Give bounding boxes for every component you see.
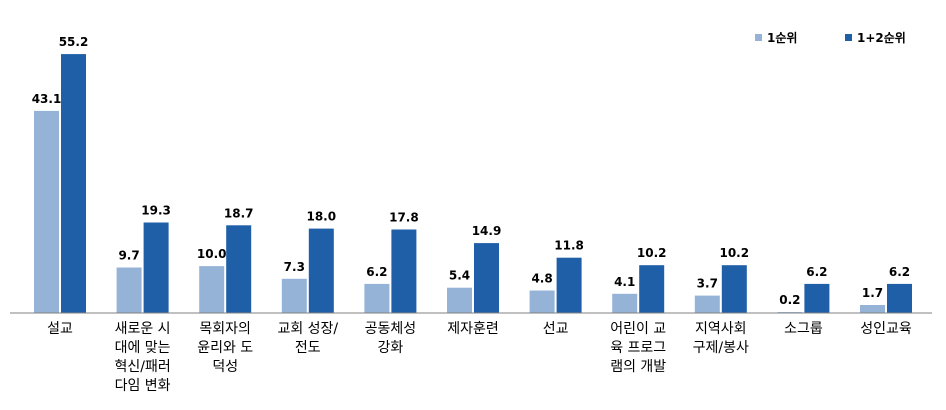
value-label-series-1-cat-4: 7.3: [284, 260, 305, 274]
bar-series-2-cat-5: [391, 229, 417, 313]
category-labels-layer: 설교 새로운 시 대에 맞는 혁신/패러 다임 변화 목회자의 윤리와 도 덕성 교회 성장/전…: [47, 321, 912, 394]
bar-series-1-cat-4: [281, 278, 307, 313]
value-label-series-2-cat-4: 18.0: [306, 210, 336, 224]
bar-series-2-cat-4: [308, 228, 334, 313]
value-label-series-2-cat-1: 55.2: [59, 35, 89, 49]
bar-series-2-cat-10: [804, 283, 830, 313]
value-label-series-1-cat-8: 4.1: [614, 275, 635, 289]
value-label-series-1-cat-9: 3.7: [697, 277, 718, 291]
bar-series-2-cat-2: [143, 222, 169, 313]
bar-series-1-cat-11: [860, 305, 885, 313]
bar-series-1-cat-1: [34, 110, 59, 314]
bar-series-2-cat-8: [639, 265, 665, 313]
value-labels-layer: 43.1 55.2 9.7 19.3 10.0 18.7 7.3 18.0 6.2 17.8 5.4…: [32, 35, 910, 307]
bar-series-2-cat-11: [887, 283, 912, 313]
legend: 1순위 1+2순위: [755, 31, 906, 45]
category-label-4: 교회 성장/전도: [277, 321, 338, 356]
value-label-series-2-cat-6: 14.9: [472, 224, 502, 238]
bar-series-1-cat-8: [612, 293, 638, 313]
value-label-series-2-cat-7: 11.8: [554, 239, 584, 253]
value-label-series-1-cat-3: 10.0: [197, 247, 227, 261]
value-label-series-2-cat-9: 10.2: [719, 246, 749, 260]
bar-series-2-cat-3: [226, 225, 252, 313]
bar-series-2-cat-6: [474, 243, 499, 313]
bar-series-1-cat-9: [694, 295, 720, 313]
category-label-2: 새로운 시 대에 맞는 혁신/패러 다임 변화: [114, 321, 170, 394]
bar-series-2-cat-1: [61, 54, 86, 313]
bar-series-1-cat-5: [364, 283, 390, 313]
value-label-series-2-cat-10: 6.2: [806, 265, 827, 279]
category-label-9: 지역사회 구제/봉사: [693, 321, 749, 356]
value-label-series-1-cat-5: 6.2: [366, 265, 387, 279]
legend-label-series-1: 1순위: [767, 31, 797, 45]
value-label-series-2-cat-3: 18.7: [224, 206, 254, 220]
category-label-6: 제자훈련: [447, 321, 499, 337]
bar-series-1-cat-2: [116, 267, 142, 313]
category-label-7: 선교: [543, 321, 569, 337]
category-label-5: 공동체성 강화: [365, 321, 417, 356]
bar-series-1-cat-3: [199, 266, 225, 313]
value-label-series-1-cat-10: 0.2: [779, 293, 800, 307]
bar-series-2-cat-7: [556, 257, 582, 313]
value-label-series-1-cat-6: 5.4: [449, 269, 470, 283]
bar-series-2-cat-9: [721, 265, 747, 313]
value-label-series-1-cat-2: 9.7: [118, 249, 139, 263]
value-label-series-2-cat-8: 10.2: [637, 246, 667, 260]
value-label-series-2-cat-11: 6.2: [889, 265, 910, 279]
legend-swatch-series-2: [845, 34, 852, 41]
category-label-1: 설교: [47, 321, 73, 337]
value-label-series-2-cat-2: 19.3: [141, 204, 171, 218]
value-label-series-2-cat-5: 17.8: [389, 211, 419, 225]
bars-layer: [34, 54, 912, 314]
bar-series-1-cat-6: [447, 287, 472, 313]
category-label-11: 성인교육: [860, 321, 912, 337]
legend-label-series-2: 1+2순위: [857, 31, 906, 45]
value-label-series-1-cat-7: 4.8: [531, 272, 552, 286]
category-label-3: 목회자의 윤리와 도 덕성: [197, 321, 253, 375]
bar-series-1-cat-7: [529, 290, 555, 313]
value-label-series-1-cat-11: 1.7: [862, 286, 883, 300]
value-label-series-1-cat-1: 43.1: [32, 92, 62, 106]
category-label-10: 소그룹: [784, 321, 823, 337]
legend-swatch-series-1: [755, 34, 762, 41]
